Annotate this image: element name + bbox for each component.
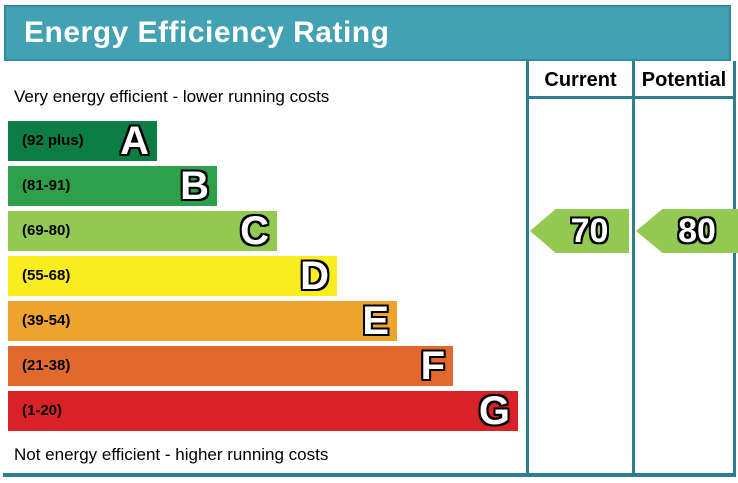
column-header-potential: Potential — [641, 69, 727, 91]
band-B-letter: B — [180, 164, 209, 208]
band-C-letter: C — [240, 209, 269, 253]
band-A-range: (92 plus) — [22, 132, 84, 149]
band-B-range: (81-91) — [22, 177, 71, 194]
note-very-efficient: Very energy efficient - lower running co… — [14, 87, 330, 106]
band-A: (92 plus) A — [8, 119, 157, 163]
column-header-current: Current — [544, 69, 617, 91]
band-C-range: (69-80) — [22, 222, 71, 239]
title-bar: Energy Efficiency Rating — [4, 5, 731, 61]
table-border-bottom — [3, 473, 736, 477]
band-F-range: (21-38) — [22, 357, 71, 374]
band-E-range: (39-54) — [22, 312, 71, 329]
table-border-vertical-1 — [526, 61, 529, 477]
note-not-efficient: Not energy efficient - higher running co… — [14, 445, 329, 464]
current-rating-value: 70 — [570, 212, 609, 250]
table-border-vertical-3 — [733, 61, 736, 477]
band-E: (39-54) E — [8, 299, 397, 343]
potential-rating-value: 80 — [678, 212, 716, 250]
current-rating-arrow: 70 — [530, 209, 629, 253]
band-A-letter: A — [120, 119, 149, 163]
band-D-letter: D — [300, 254, 329, 298]
band-G: (1-20) G — [8, 389, 518, 433]
page-title: Energy Efficiency Rating — [24, 16, 390, 49]
table-border-header-bottom — [526, 96, 736, 99]
rating-bands: (92 plus) A (81-91) B (69-80) C (55-68) … — [8, 119, 518, 433]
potential-rating-arrow: 80 — [636, 209, 738, 253]
table-border-vertical-2 — [632, 61, 635, 477]
band-F-letter: F — [420, 344, 445, 388]
band-G-letter: G — [478, 389, 510, 433]
band-C: (69-80) C — [8, 209, 277, 253]
band-D-range: (55-68) — [22, 267, 71, 284]
band-B: (81-91) B — [8, 164, 217, 208]
band-G-range: (1-20) — [22, 402, 63, 419]
band-E-letter: E — [362, 299, 389, 343]
band-D: (55-68) D — [8, 254, 337, 298]
band-F: (21-38) F — [8, 344, 453, 388]
